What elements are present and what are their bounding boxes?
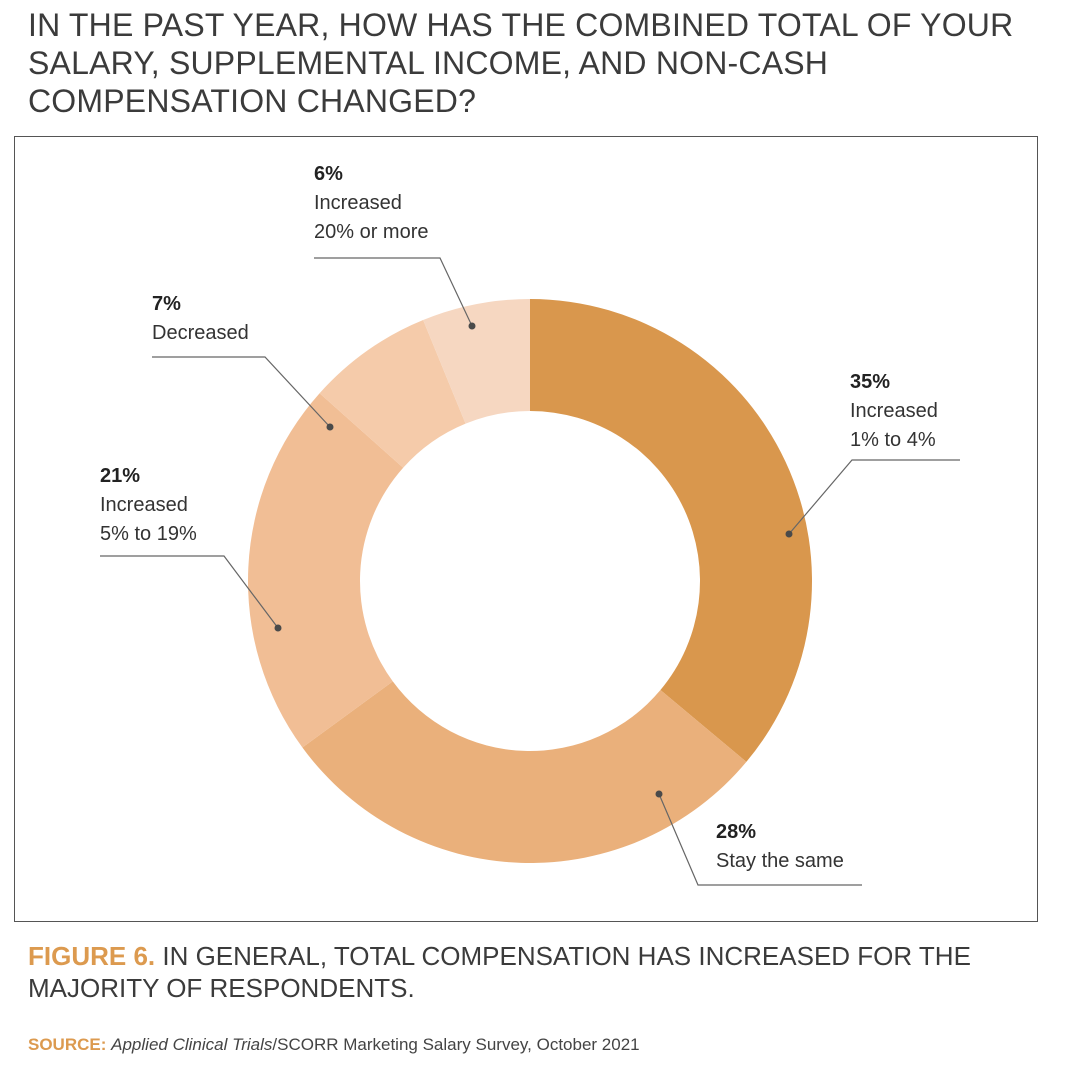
leader-dot-4 xyxy=(326,423,334,431)
slice-1 xyxy=(530,299,813,762)
slice-2-category-label: Stay the same xyxy=(716,850,844,872)
slice-1-category-label: 1% to 4% xyxy=(850,429,936,451)
source-publication: Applied Clinical Trials xyxy=(111,1035,273,1054)
slice-3-value-label: 21% xyxy=(100,465,140,487)
leader-line-3 xyxy=(100,555,279,629)
slice-1-category-label: Increased xyxy=(850,400,938,422)
leader-dot-2 xyxy=(655,790,663,798)
source-label: SOURCE: xyxy=(28,1035,107,1054)
slice-3-category-label: Increased xyxy=(100,494,188,516)
chart-title: IN THE PAST YEAR, HOW HAS THE COMBINED T… xyxy=(28,7,1014,119)
figure-label: FIGURE 6. xyxy=(28,941,156,971)
leader-dot-5 xyxy=(468,322,476,330)
slice-2-value-label: 28% xyxy=(716,821,756,843)
source-note: SOURCE: Applied Clinical Trials/SCORR Ma… xyxy=(28,1034,1068,1056)
slice-4-category-label: Decreased xyxy=(152,322,249,344)
leader-line-4 xyxy=(152,356,331,428)
slice-3 xyxy=(247,393,404,748)
slice-4-value-label: 7% xyxy=(152,293,181,315)
slice-4 xyxy=(319,320,466,468)
slice-5-category-label: 20% or more xyxy=(314,221,429,243)
slice-5-value-label: 6% xyxy=(314,163,343,185)
leader-dot-3 xyxy=(274,624,282,632)
slice-5 xyxy=(423,299,530,424)
slice-1-value-label: 35% xyxy=(850,371,890,393)
chart-frame xyxy=(14,136,1038,922)
leader-dot-1 xyxy=(785,530,793,538)
figure-caption: FIGURE 6. IN GENERAL, TOTAL COMPENSATION… xyxy=(28,940,1048,1004)
slice-2 xyxy=(302,681,747,863)
leader-line-5 xyxy=(314,257,473,327)
slice-3-category-label: 5% to 19% xyxy=(100,523,197,545)
leader-line-1 xyxy=(788,459,960,535)
slice-5-category-label: Increased xyxy=(314,192,402,214)
source-details: /SCORR Marketing Salary Survey, October … xyxy=(272,1035,640,1054)
leader-line-2 xyxy=(658,793,862,886)
caption-text: IN GENERAL, TOTAL COMPENSATION HAS INCRE… xyxy=(28,941,971,1003)
